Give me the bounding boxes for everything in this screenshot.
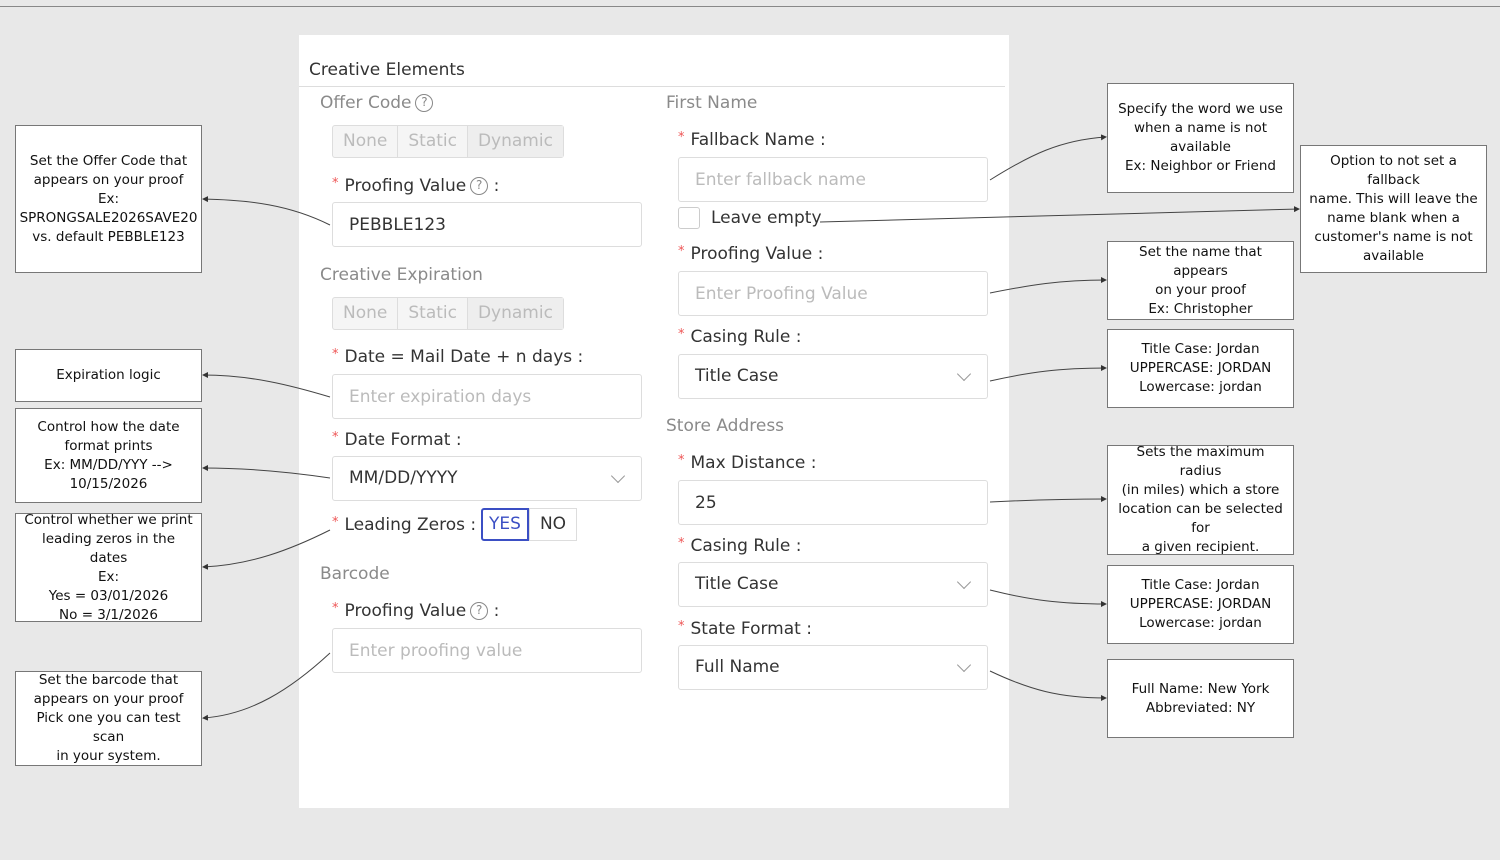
expiration-section: Creative Expiration bbox=[320, 265, 483, 285]
offer-proofing-input[interactable] bbox=[332, 202, 642, 247]
chevron-down-icon bbox=[956, 366, 972, 382]
offer-code-mode[interactable]: None Static Dynamic bbox=[332, 125, 564, 158]
segment-static[interactable]: Static bbox=[398, 298, 468, 329]
note-state-format: Full Name: New York Abbreviated: NY bbox=[1107, 659, 1294, 738]
store-address-section: Store Address bbox=[666, 416, 785, 436]
state-format-select[interactable]: Full Name bbox=[678, 645, 988, 690]
note-barcode: Set the barcode that appears on your pro… bbox=[15, 671, 202, 766]
no-option[interactable]: NO bbox=[529, 508, 577, 541]
first-name-section: First Name bbox=[666, 93, 758, 113]
segment-none[interactable]: None bbox=[333, 298, 399, 329]
help-icon[interactable]: ? bbox=[470, 602, 489, 620]
note-name-proofing: Set the name that appears on your proof … bbox=[1107, 241, 1294, 320]
note-leave-empty: Option to not set a fallback name. This … bbox=[1300, 145, 1487, 273]
offer-code-section: Offer Code? bbox=[320, 93, 434, 113]
store-casing-select[interactable]: Title Case bbox=[678, 562, 988, 607]
leading-zeros-toggle[interactable]: YES NO bbox=[481, 508, 577, 541]
fallback-name-input[interactable] bbox=[678, 157, 988, 202]
name-proofing-input[interactable] bbox=[678, 271, 988, 316]
name-casing-select[interactable]: Title Case bbox=[678, 354, 988, 399]
expiration-mode[interactable]: None Static Dynamic bbox=[332, 297, 564, 330]
note-date-format: Control how the date format prints Ex: M… bbox=[15, 408, 202, 503]
note-offer-code: Set the Offer Code that appears on your … bbox=[15, 125, 202, 273]
segment-static[interactable]: Static bbox=[398, 126, 468, 157]
note-expiration: Expiration logic bbox=[15, 349, 202, 402]
barcode-section: Barcode bbox=[320, 564, 390, 584]
chevron-down-icon bbox=[956, 657, 972, 673]
max-distance-label: * Max Distance : bbox=[678, 453, 817, 473]
barcode-proofing-input[interactable] bbox=[332, 628, 642, 673]
segment-dynamic[interactable]: Dynamic bbox=[467, 126, 563, 157]
divider bbox=[299, 86, 1005, 87]
creative-elements-panel: Creative Elements Offer Code? None Stati… bbox=[299, 35, 1009, 808]
fallback-name-label: * Fallback Name : bbox=[678, 130, 826, 150]
help-icon[interactable]: ? bbox=[415, 94, 434, 112]
chevron-down-icon bbox=[956, 574, 972, 590]
date-format-label: * Date Format : bbox=[332, 430, 462, 450]
segment-none[interactable]: None bbox=[333, 126, 399, 157]
name-casing-label: * Casing Rule : bbox=[678, 327, 802, 347]
expiration-days-label: * Date = Mail Date + n days : bbox=[332, 347, 584, 367]
note-leading-zeros: Control whether we print leading zeros i… bbox=[15, 512, 202, 623]
help-icon[interactable]: ? bbox=[470, 177, 489, 195]
yes-option[interactable]: YES bbox=[481, 508, 529, 541]
segment-dynamic[interactable]: Dynamic bbox=[467, 298, 563, 329]
offer-proofing-label: * Proofing Value? : bbox=[332, 176, 500, 196]
note-name-casing: Title Case: Jordan UPPERCASE: JORDAN Low… bbox=[1107, 329, 1294, 408]
state-format-label: * State Format : bbox=[678, 619, 812, 639]
leave-empty-label: Leave empty bbox=[711, 208, 822, 228]
note-fallback: Specify the word we use when a name is n… bbox=[1107, 83, 1294, 193]
panel-title: Creative Elements bbox=[309, 60, 465, 80]
barcode-proofing-label: * Proofing Value? : bbox=[332, 601, 500, 621]
note-store-casing: Title Case: Jordan UPPERCASE: JORDAN Low… bbox=[1107, 565, 1294, 644]
leave-empty-checkbox[interactable] bbox=[678, 207, 700, 229]
expiration-days-input[interactable] bbox=[332, 374, 642, 419]
store-casing-label: * Casing Rule : bbox=[678, 536, 802, 556]
name-proofing-label: * Proofing Value : bbox=[678, 244, 824, 264]
max-distance-input[interactable] bbox=[678, 480, 988, 525]
date-format-select[interactable]: MM/DD/YYYY bbox=[332, 456, 642, 501]
leading-zeros-label: * Leading Zeros : bbox=[332, 515, 477, 535]
chevron-down-icon bbox=[610, 468, 626, 484]
top-divider bbox=[0, 6, 1500, 7]
note-max-distance: Sets the maximum radius (in miles) which… bbox=[1107, 444, 1294, 555]
